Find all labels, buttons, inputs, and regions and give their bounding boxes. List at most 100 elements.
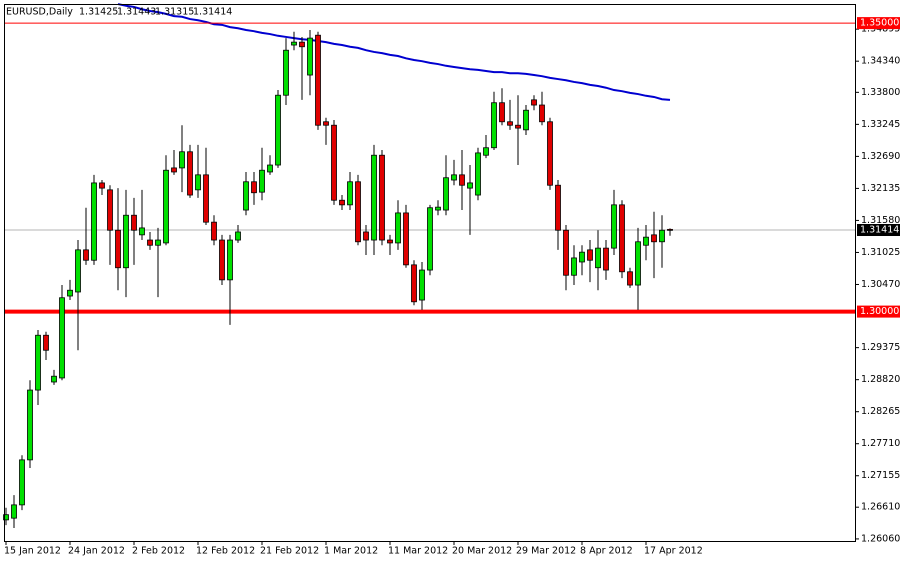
candle-body [667,228,673,231]
candle-body [91,182,97,261]
candle-body [187,151,193,196]
candle-body [243,181,249,211]
candle-body [67,289,73,297]
candle-body [195,174,201,191]
candle-body [411,264,417,303]
candle-body [539,104,545,123]
level-label-box [857,17,900,30]
x-tick-label: 2 Feb 2012 [132,546,185,557]
y-tick-label: 1.34895 [861,24,900,35]
candle-body [339,199,345,206]
candle-body [619,204,625,273]
candle-body [579,251,585,263]
current-price-box [857,224,900,237]
y-tick-label: 1.34340 [861,56,900,67]
x-tick-label: 1 Mar 2012 [324,546,378,557]
candle-body [379,154,385,241]
candle-body [147,239,153,246]
candle-body [155,239,161,246]
candle-body [499,102,505,123]
candle-body [363,231,369,241]
candle-body [563,229,569,276]
y-tick-label: 1.26610 [861,502,900,513]
candle-body [491,102,497,149]
candle-body [611,204,617,249]
candle-body [123,214,129,269]
candle-body [51,375,57,383]
candle-body [315,34,321,126]
candle-body [259,169,265,193]
candle-body [139,227,145,236]
candle-body [107,189,113,231]
candle-body [523,109,529,131]
candle-body [483,147,489,156]
y-tick-label: 1.33800 [861,87,900,98]
x-tick-label: 24 Jan 2012 [68,546,125,557]
candle-body [171,167,177,173]
candle-body [203,174,209,223]
candle-body [299,41,305,48]
x-tick-label: 20 Mar 2012 [452,546,512,557]
x-tick-label: 11 Mar 2012 [388,546,448,557]
candle-body [179,151,185,169]
candle-body [331,124,337,201]
candle-body [403,212,409,266]
candle-body [595,247,601,269]
candle-body [307,37,313,76]
y-tick-label: 1.28265 [861,406,900,417]
candle-body [419,269,425,301]
candle-body [291,41,297,46]
candle-body [163,169,169,244]
candle-body [227,239,233,281]
candle-body [435,206,441,211]
candle-body [507,121,513,126]
y-tick-label: 1.28820 [861,374,900,385]
y-tick-label: 1.27710 [861,438,900,449]
candle-body [627,271,633,286]
candle-body [27,389,33,461]
candle-body [515,124,521,129]
candle-body [643,236,649,246]
y-tick-label: 1.31580 [861,215,900,226]
candle-body [555,184,561,231]
candle-body [387,239,393,244]
plot-border [4,4,856,542]
candle-body [443,177,449,211]
candle-body [83,249,89,261]
y-tick-label: 1.27155 [861,470,900,481]
candle-body [19,459,25,506]
x-tick-label: 29 Mar 2012 [516,546,576,557]
candle-body [99,182,105,189]
candle-body [59,297,65,379]
candle-body [427,207,433,271]
y-tick-label: 1.30470 [861,279,900,290]
candle-body [219,239,225,281]
candle-body [547,121,553,186]
candle-body [395,212,401,244]
y-tick-label: 1.32690 [861,151,900,162]
candle-body [659,229,665,243]
candle-body [371,154,377,241]
candle-body [11,504,17,519]
current-price-label: 1.31414 [860,225,899,236]
header-open: 1.31425 [79,7,118,18]
candle-body [251,181,257,194]
x-tick-label: 21 Feb 2012 [260,546,319,557]
candle-body [211,221,217,241]
header-high: 1.31443 [117,7,156,18]
y-tick-label: 1.26060 [861,533,900,544]
candle-body [451,174,457,181]
candle-body [267,164,273,173]
level-label: 1.30000 [860,306,899,317]
header-low: 1.31315 [155,7,194,18]
chart-title: EURUSD,Daily [6,7,73,18]
candle-body [131,214,137,231]
y-tick-label: 1.32135 [861,183,900,194]
candle-body [283,49,289,96]
candle-body [115,229,121,269]
candle-body [235,231,241,241]
x-tick-label: 17 Apr 2012 [644,546,703,557]
